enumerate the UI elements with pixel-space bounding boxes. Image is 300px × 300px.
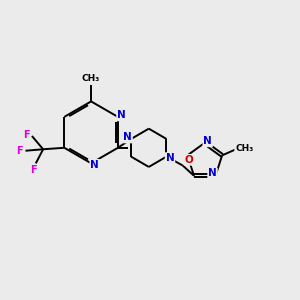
Text: CH₃: CH₃ xyxy=(82,74,100,83)
Text: N: N xyxy=(123,133,132,142)
Text: F: F xyxy=(23,130,30,140)
Text: N: N xyxy=(203,136,212,146)
Text: N: N xyxy=(90,160,99,170)
Text: O: O xyxy=(184,155,193,165)
Text: F: F xyxy=(16,146,22,156)
Text: CH₃: CH₃ xyxy=(235,143,253,152)
Text: N: N xyxy=(117,110,126,120)
Text: N: N xyxy=(208,169,217,178)
Text: F: F xyxy=(30,165,37,175)
Text: N: N xyxy=(166,153,174,163)
